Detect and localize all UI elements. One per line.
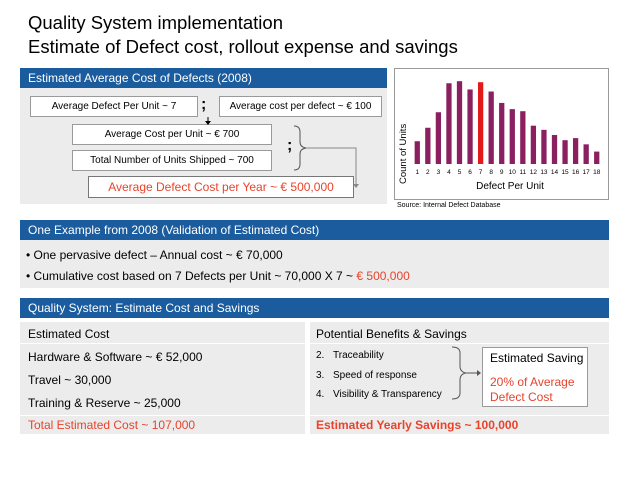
bullet-highlight-2: € 500,000 [356, 269, 410, 283]
bullet-text-1: One pervasive defect – Annual cost ~ € 7… [33, 248, 283, 262]
chart-tick-label: 8 [489, 169, 493, 176]
semicolon-operator-2: ; [287, 137, 293, 154]
chart-tick-label: 7 [479, 169, 483, 176]
benefit-num-2: 3. [316, 370, 325, 381]
chart-bar-5 [456, 81, 463, 164]
divider [20, 415, 305, 416]
chart-tick-label: 11 [519, 169, 526, 176]
divider [310, 415, 609, 416]
chart-bar-9 [499, 102, 505, 164]
estimated-cost-header: Estimated Cost [28, 327, 110, 341]
chart-bar-11 [520, 111, 526, 164]
cost-item-3: Training & Reserve ~ 25,000 [28, 396, 181, 410]
chart-tick-label: 2 [426, 169, 430, 176]
bullet-item-1: • One pervasive defect – Annual cost ~ €… [26, 248, 283, 262]
section2-header: One Example from 2008 (Validation of Est… [20, 220, 609, 240]
chart-bar-15 [562, 140, 568, 164]
chart-bar-4 [446, 83, 452, 164]
defect-per-unit-box: Average Defect Per Unit ~ 7 [30, 96, 198, 117]
chart-tick-label: 16 [572, 169, 580, 176]
chart-tick-label: 9 [500, 169, 504, 176]
chart-bar-8 [488, 91, 494, 164]
bullet-dot: • [26, 248, 31, 262]
chart-tick-label: 4 [447, 169, 451, 176]
chart-bar-10 [509, 109, 515, 164]
benefit-label-2: Speed of response [333, 370, 417, 381]
cost-item-2: Travel ~ 30,000 [28, 373, 112, 387]
benefits-header: Potential Benefits & Savings [316, 327, 467, 341]
page-subtitle: Estimate of Defect cost, rollout expense… [28, 36, 458, 57]
estimated-yearly-savings: Estimated Yearly Savings ~ 100,000 [316, 418, 519, 432]
chart-y-label: Count of Units [398, 124, 409, 184]
benefit-num-1: 2. [316, 350, 325, 361]
chart-bar-16 [572, 138, 579, 164]
cost-item-1: Hardware & Software ~ € 52,000 [28, 350, 203, 364]
chart-bar-12 [530, 125, 537, 164]
chart-source: Source: Internal Defect Database [397, 202, 501, 209]
chart-tick-label: 13 [540, 169, 548, 176]
units-shipped-box: Total Number of Units Shipped ~ 700 [72, 150, 272, 171]
chart-bar-6 [467, 89, 473, 164]
chart-bar-1 [414, 141, 420, 164]
cost-per-defect-box: Average cost per defect ~ € 100 [219, 96, 382, 117]
chart-bar-7 [477, 82, 484, 164]
bullet-item-2: • Cumulative cost based on 7 Defects per… [26, 269, 410, 283]
estimated-saving-box: Estimated Saving 20% of Average Defect C… [482, 347, 588, 407]
cost-per-unit-box: Average Cost per Unit ~ € 700 [72, 124, 272, 145]
benefit-label-3: Visibility & Transparency [333, 389, 442, 400]
total-estimated-cost: Total Estimated Cost ~ 107,000 [28, 418, 196, 432]
section2-panel: • One pervasive defect – Annual cost ~ €… [20, 240, 609, 288]
bullet-dot: • [26, 269, 31, 283]
cost-per-year-box: Average Defect Cost per Year ~ € 500,000 [88, 176, 354, 198]
chart-tick-label: 10 [509, 169, 517, 176]
chart-tick-label: 12 [530, 169, 538, 176]
chart-bar-17 [583, 144, 589, 164]
page-title: Quality System implementation [28, 12, 283, 33]
bullet-text-2: Cumulative cost based on 7 Defects per U… [33, 269, 357, 283]
section1-header: Estimated Average Cost of Defects (2008) [20, 68, 387, 88]
saving-title: Estimated Saving [490, 351, 584, 365]
chart-tick-label: 14 [551, 169, 559, 176]
chart-tick-label: 6 [468, 169, 472, 176]
semicolon-operator: ; [201, 96, 207, 113]
chart-x-label: Defect Per Unit [476, 181, 544, 192]
chart-tick-label: 1 [415, 169, 419, 176]
section3-header: Quality System: Estimate Cost and Saving… [20, 298, 609, 318]
benefit-label-1: Traceability [333, 350, 384, 361]
chart-frame [394, 68, 609, 200]
chart-tick-label: 18 [593, 169, 601, 176]
chart-bar-18 [594, 151, 600, 164]
chart-bar-3 [435, 112, 442, 164]
divider [310, 343, 609, 344]
chart-bar-14 [551, 135, 558, 164]
saving-line-1: 20% of Average [490, 375, 575, 389]
chart-bar-13 [541, 129, 547, 164]
divider [20, 343, 305, 344]
chart-tick-label: 15 [561, 169, 569, 176]
chart-tick-label: 5 [458, 169, 462, 176]
benefit-num-3: 4. [316, 389, 325, 400]
chart-bar-2 [425, 127, 431, 164]
chart-tick-label: 17 [583, 169, 591, 176]
saving-line-2: Defect Cost [490, 390, 553, 404]
defect-chart: Count of Units 1 2 3 4 5 6 7 8 9 10 11 12 13 14 15 16 17… [398, 81, 601, 192]
chart-tick-label: 3 [437, 169, 441, 176]
